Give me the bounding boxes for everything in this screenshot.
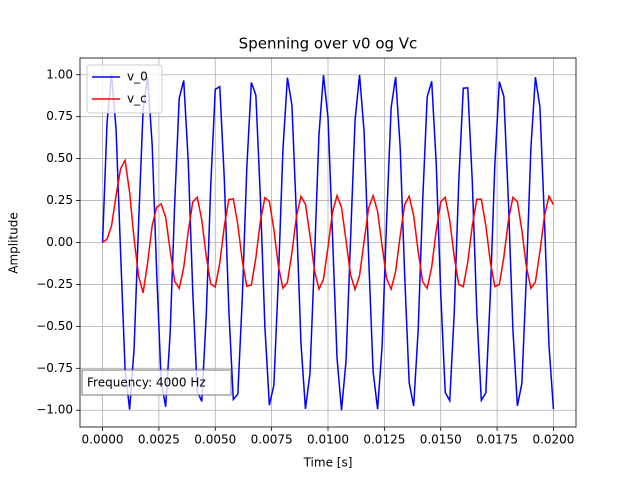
y-tick-label: 0.25 <box>46 193 73 207</box>
x-axis-label: Time [s] <box>303 456 353 470</box>
y-tick-label: 0.50 <box>46 151 73 165</box>
y-tick-label: −0.25 <box>36 277 73 291</box>
x-tick-label: 0.0075 <box>251 433 293 447</box>
line-series <box>102 157 555 294</box>
y-tick-label: 1.00 <box>46 67 73 81</box>
legend-label: v_c <box>127 92 147 106</box>
x-tick-label: 0.0050 <box>194 433 236 447</box>
y-tick-label: 0.75 <box>46 109 73 123</box>
y-tick-label: −0.75 <box>36 361 73 375</box>
y-tick-label: −1.00 <box>36 403 73 417</box>
x-tick-label: 0.0150 <box>420 433 462 447</box>
y-tick-label: 0.00 <box>46 235 73 249</box>
y-axis-label: Amplitude <box>7 212 21 274</box>
x-tick-label: 0.0100 <box>307 433 349 447</box>
x-tick-label: 0.0200 <box>532 433 574 447</box>
x-tick-label: 0.0025 <box>138 433 180 447</box>
y-tick-label: −0.50 <box>36 319 73 333</box>
chart-title: Spenning over v0 og Vc <box>239 35 418 53</box>
x-tick-label: 0.0000 <box>82 433 124 447</box>
legend-box <box>86 64 163 114</box>
annotation-box <box>81 369 232 396</box>
line-series <box>101 74 555 411</box>
axes-frame <box>79 57 577 428</box>
x-tick-label: 0.0175 <box>476 433 518 447</box>
annotation: Frequency: 4000 Hz <box>87 376 206 390</box>
legend-label: v_0 <box>127 70 148 84</box>
x-tick-label: 0.0125 <box>363 433 405 447</box>
